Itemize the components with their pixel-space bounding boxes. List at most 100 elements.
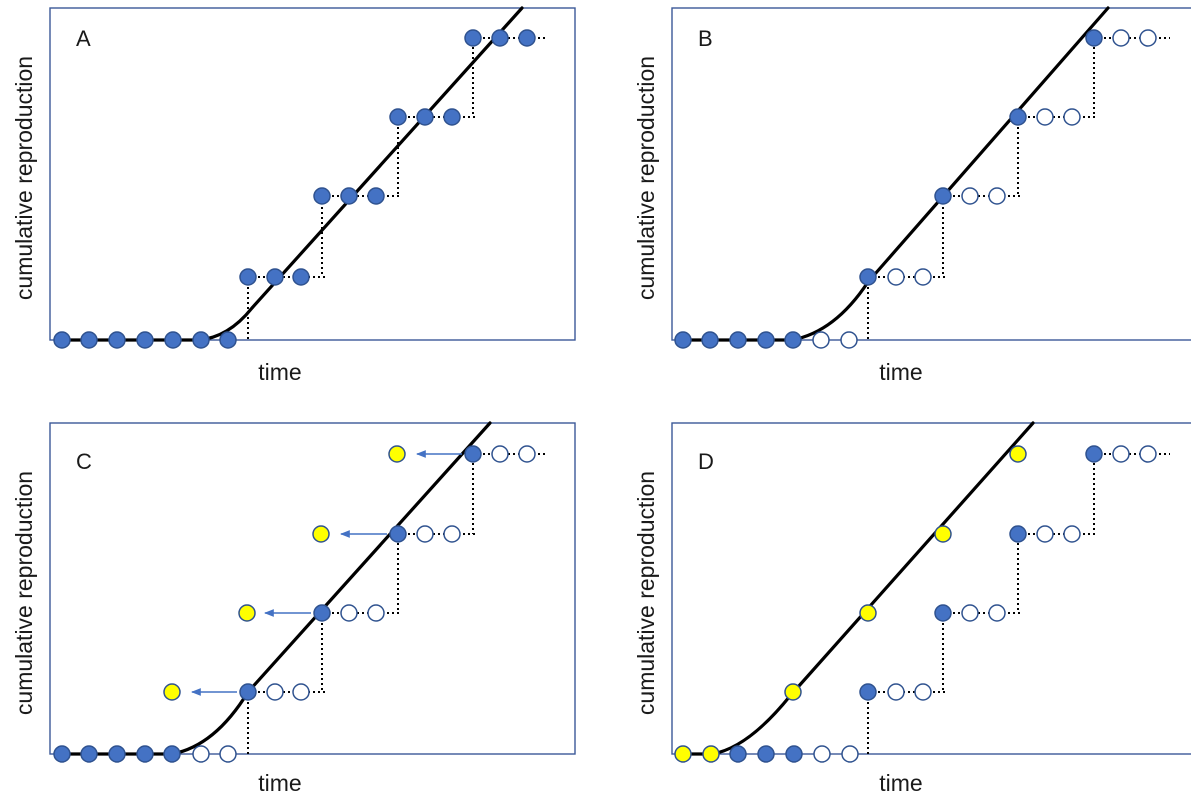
panel-b-letter: B (698, 26, 713, 51)
open-dot (840, 331, 858, 349)
yellow-dot (784, 683, 802, 701)
open-dot (1036, 525, 1054, 543)
open-dot (340, 604, 358, 622)
filled-dot (934, 187, 952, 205)
open-dot (1139, 445, 1157, 463)
yellow-dot (1009, 445, 1027, 463)
filled-dot (518, 29, 536, 47)
open-dot (416, 525, 434, 543)
yellow-dot (934, 525, 952, 543)
panel-a-x-axis-label: time (258, 359, 301, 385)
open-dot (961, 604, 979, 622)
panel-d-x-axis-label: time (879, 770, 922, 796)
filled-dot (1085, 29, 1103, 47)
filled-dot (729, 745, 747, 763)
open-dot (1063, 108, 1081, 126)
filled-dot (729, 331, 747, 349)
filled-dot (367, 187, 385, 205)
panel-a-marks (53, 6, 548, 349)
open-dot (443, 525, 461, 543)
panel-a-frame (49, 7, 576, 341)
filled-dot (443, 108, 461, 126)
cumulative-curve (682, 6, 1110, 342)
open-dot (491, 445, 509, 463)
yellow-dot (859, 604, 877, 622)
panel-a-letter: A (76, 26, 91, 51)
panel-b-frame (671, 7, 1191, 341)
panel-c: C time cumulative reproduction (11, 421, 576, 796)
filled-dot (313, 604, 331, 622)
open-dot (914, 683, 932, 701)
open-dot (1112, 29, 1130, 47)
filled-dot (1009, 525, 1027, 543)
filled-dot (464, 29, 482, 47)
filled-dot (491, 29, 509, 47)
filled-dot (313, 187, 331, 205)
panel-d-y-axis-label: cumulative reproduction (633, 471, 659, 715)
panel-b: B time cumulative reproduction (633, 6, 1191, 385)
filled-dot (464, 445, 482, 463)
filled-dot (701, 331, 719, 349)
filled-dot (136, 331, 154, 349)
open-dot (1036, 108, 1054, 126)
panel-a-y-axis-label: cumulative reproduction (11, 56, 37, 300)
filled-dot (416, 108, 434, 126)
open-dot (518, 445, 536, 463)
cumulative-curve (60, 421, 492, 756)
filled-dot (108, 745, 126, 763)
open-dot (961, 187, 979, 205)
filled-dot (163, 745, 181, 763)
filled-dot (340, 187, 358, 205)
open-dot (887, 268, 905, 286)
filled-dot (757, 745, 775, 763)
open-dot (812, 331, 830, 349)
panel-b-marks (674, 6, 1170, 349)
filled-dot (192, 331, 210, 349)
panel-d: D time cumulative reproduction (633, 421, 1191, 796)
filled-dot (785, 745, 803, 763)
open-dot (266, 683, 284, 701)
open-dot (914, 268, 932, 286)
filled-dot (859, 268, 877, 286)
yellow-dot (388, 445, 406, 463)
open-dot (1112, 445, 1130, 463)
filled-dot (239, 268, 257, 286)
open-dot (1139, 29, 1157, 47)
filled-dot (859, 683, 877, 701)
open-dot (988, 604, 1006, 622)
filled-dot (239, 683, 257, 701)
filled-dot (757, 331, 775, 349)
open-dot (192, 745, 210, 763)
panel-c-frame (49, 422, 576, 755)
open-dot (988, 187, 1006, 205)
open-dot (887, 683, 905, 701)
open-dot (813, 745, 831, 763)
open-dot (219, 745, 237, 763)
filled-dot (53, 745, 71, 763)
panel-d-letter: D (698, 449, 714, 474)
panel-c-marks (53, 421, 548, 763)
yellow-dot (163, 683, 181, 701)
open-dot (1063, 525, 1081, 543)
yellow-dot (238, 604, 256, 622)
open-dot (292, 683, 310, 701)
cumulative-curve (682, 421, 1035, 756)
open-dot (367, 604, 385, 622)
cumulative-curve (60, 6, 524, 342)
filled-dot (266, 268, 284, 286)
panel-d-frame (671, 422, 1191, 755)
yellow-dot (674, 745, 692, 763)
filled-dot (80, 745, 98, 763)
filled-dot (674, 331, 692, 349)
filled-dot (53, 331, 71, 349)
filled-dot (389, 108, 407, 126)
panel-b-x-axis-label: time (879, 359, 922, 385)
filled-dot (1085, 445, 1103, 463)
panel-b-y-axis-label: cumulative reproduction (633, 56, 659, 300)
filled-dot (934, 604, 952, 622)
filled-dot (292, 268, 310, 286)
filled-dot (108, 331, 126, 349)
open-dot (841, 745, 859, 763)
panel-c-x-axis-label: time (258, 770, 301, 796)
